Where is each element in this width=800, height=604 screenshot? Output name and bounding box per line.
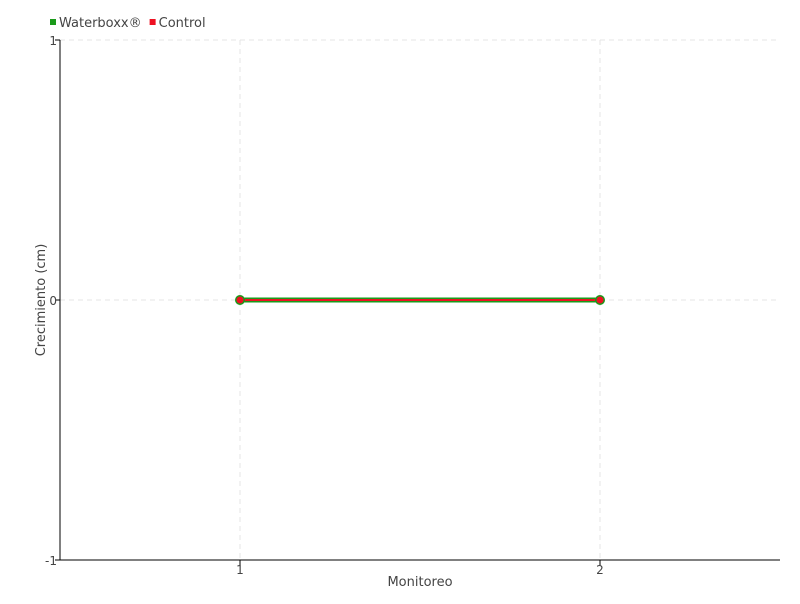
x-tick-label: 1 xyxy=(236,563,244,577)
series xyxy=(235,295,605,305)
legend-swatch xyxy=(50,19,56,25)
y-axis-label: Crecimiento (cm) xyxy=(34,244,49,357)
ticks: 1 0 -1 1 2 xyxy=(45,34,604,577)
data-point xyxy=(596,296,604,304)
legend-label: Control xyxy=(159,16,206,31)
y-tick-label: 1 xyxy=(49,34,57,48)
legend-label: Waterboxx® xyxy=(59,16,142,31)
legend-swatch xyxy=(149,19,156,25)
x-axis-label: Monitoreo xyxy=(387,575,452,590)
data-point xyxy=(236,296,244,304)
legend: Waterboxx® Control xyxy=(50,16,206,31)
x-tick-label: 2 xyxy=(596,563,604,577)
y-tick-label: 0 xyxy=(49,294,57,308)
y-tick-label: -1 xyxy=(45,554,57,568)
